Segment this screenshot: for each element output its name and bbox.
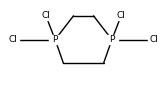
Text: Cl: Cl bbox=[41, 11, 50, 20]
Bar bbox=[40, 11, 52, 20]
Bar bbox=[148, 35, 159, 44]
Bar bbox=[49, 35, 61, 44]
Bar bbox=[8, 35, 19, 44]
Bar bbox=[106, 35, 118, 44]
Text: Cl: Cl bbox=[149, 35, 158, 44]
Text: P: P bbox=[109, 35, 115, 44]
Text: Cl: Cl bbox=[117, 11, 126, 20]
Bar bbox=[115, 11, 127, 20]
Text: Cl: Cl bbox=[9, 35, 18, 44]
Text: P: P bbox=[52, 35, 58, 44]
